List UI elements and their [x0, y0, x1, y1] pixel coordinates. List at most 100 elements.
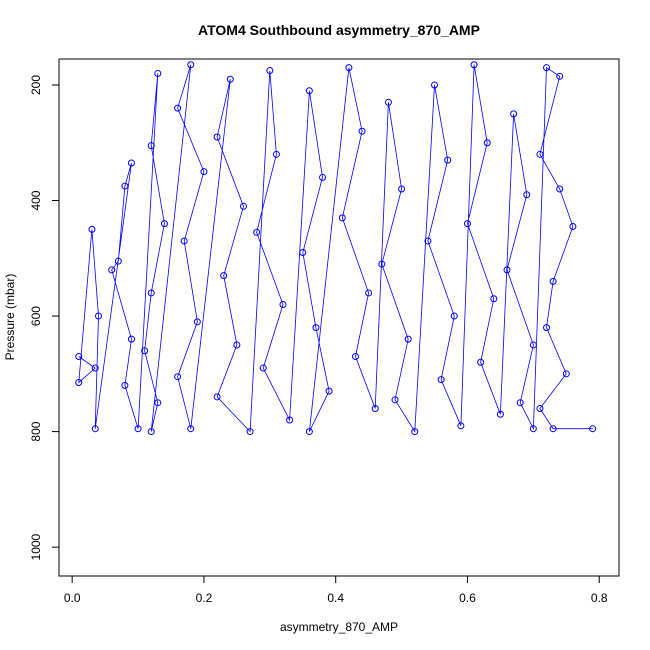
- data-point: [193, 318, 201, 326]
- series-points: [75, 61, 597, 436]
- data-point: [523, 191, 531, 199]
- x-tick-label: 0.4: [327, 591, 344, 605]
- data-point: [213, 393, 221, 401]
- data-point: [187, 61, 195, 69]
- data-point: [299, 249, 307, 257]
- data-point: [345, 64, 353, 72]
- data-point: [75, 378, 83, 386]
- data-point: [108, 266, 116, 274]
- data-point: [510, 110, 518, 118]
- data-point: [549, 277, 557, 285]
- y-tick-label: 1000: [29, 533, 43, 560]
- data-point: [404, 335, 412, 343]
- data-point: [470, 61, 478, 69]
- data-point: [75, 352, 83, 360]
- data-point: [187, 425, 195, 433]
- data-point: [213, 133, 221, 141]
- y-axis: 200 400 600 800 1000: [29, 75, 60, 560]
- data-point: [358, 127, 366, 135]
- data-point: [411, 428, 419, 436]
- data-point: [279, 301, 287, 309]
- x-tick-label: 0.0: [64, 591, 81, 605]
- data-point: [147, 142, 155, 150]
- data-point: [450, 312, 458, 320]
- series-lines: [78, 64, 593, 433]
- data-point: [239, 202, 247, 210]
- data-point: [483, 139, 491, 147]
- data-point: [437, 376, 445, 384]
- data-point: [121, 182, 129, 190]
- data-point: [134, 425, 142, 433]
- data-point: [180, 237, 188, 245]
- data-point: [114, 257, 122, 265]
- series-line: [78, 64, 593, 433]
- data-point: [121, 381, 129, 389]
- data-point: [431, 81, 439, 89]
- data-point: [365, 289, 373, 297]
- data-point: [88, 225, 96, 233]
- data-point: [91, 425, 99, 433]
- data-point: [127, 159, 135, 167]
- data-point: [95, 312, 103, 320]
- data-point: [338, 214, 346, 222]
- data-point: [556, 72, 564, 80]
- data-point: [543, 64, 551, 72]
- data-point: [477, 358, 485, 366]
- data-point: [305, 87, 313, 95]
- data-point: [556, 185, 564, 193]
- data-point: [536, 150, 544, 158]
- data-point: [444, 156, 452, 164]
- data-point: [529, 425, 537, 433]
- data-point: [286, 416, 294, 424]
- data-point: [253, 228, 261, 236]
- data-point: [536, 404, 544, 412]
- x-axis-label: asymmetry_870_AMP: [280, 620, 398, 634]
- x-axis: 0.0 0.2 0.4 0.6 0.8: [64, 575, 608, 605]
- data-point: [160, 220, 168, 228]
- data-point: [384, 98, 392, 106]
- data-point: [529, 341, 537, 349]
- data-point: [490, 295, 498, 303]
- data-point: [266, 67, 274, 75]
- data-point: [91, 364, 99, 372]
- data-point: [220, 272, 228, 280]
- data-point: [154, 399, 162, 407]
- y-tick-label: 200: [29, 75, 43, 95]
- data-point: [147, 428, 155, 436]
- x-tick-label: 0.2: [196, 591, 213, 605]
- y-tick-label: 400: [29, 190, 43, 210]
- data-point: [226, 75, 234, 83]
- data-point: [351, 352, 359, 360]
- data-point: [319, 173, 327, 181]
- data-point: [543, 324, 551, 332]
- data-point: [569, 223, 577, 231]
- chart-title: ATOM4 Southbound asymmetry_870_AMP: [198, 22, 480, 38]
- data-point: [174, 373, 182, 381]
- data-point: [141, 347, 149, 355]
- plot-frame: [58, 58, 620, 577]
- x-tick-label: 0.8: [591, 591, 608, 605]
- data-point: [147, 289, 155, 297]
- data-point: [391, 396, 399, 404]
- data-point: [371, 404, 379, 412]
- data-point: [305, 428, 313, 436]
- data-point: [503, 266, 511, 274]
- data-point: [398, 185, 406, 193]
- data-point: [516, 399, 524, 407]
- data-point: [246, 428, 254, 436]
- y-axis-label: Pressure (mbar): [3, 274, 17, 361]
- data-point: [562, 370, 570, 378]
- data-point: [463, 220, 471, 228]
- data-point: [549, 425, 557, 433]
- data-point: [174, 104, 182, 112]
- data-point: [233, 341, 241, 349]
- data-point: [325, 387, 333, 395]
- data-point: [457, 422, 465, 430]
- data-point: [424, 237, 432, 245]
- data-point: [496, 410, 504, 418]
- y-tick-label: 600: [29, 306, 43, 326]
- data-point: [154, 69, 162, 77]
- x-tick-label: 0.6: [459, 591, 476, 605]
- data-point: [312, 324, 320, 332]
